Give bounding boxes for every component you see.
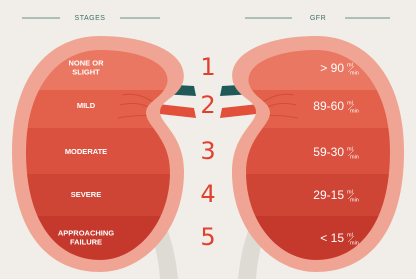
gfr-unit: min bbox=[350, 240, 359, 246]
header-right: GFR bbox=[310, 15, 326, 22]
stage-number: 5 bbox=[200, 223, 215, 251]
stage-name: SEVERE bbox=[71, 190, 101, 199]
gfr-unit: ml bbox=[347, 146, 353, 152]
gfr-unit: min bbox=[350, 70, 359, 76]
gfr-unit: ml bbox=[347, 232, 353, 238]
header-left: STAGES bbox=[75, 15, 106, 22]
gfr-unit: ml bbox=[347, 62, 353, 68]
stage-name: APPROACHING bbox=[58, 228, 114, 237]
gfr-value: 59-30 bbox=[313, 145, 344, 159]
gfr-unit: min bbox=[350, 108, 359, 114]
stage-name: NONE OR bbox=[68, 58, 104, 67]
gfr-unit: ml bbox=[347, 100, 353, 106]
gfr-unit: min bbox=[350, 154, 359, 160]
stage-name: SLIGHT bbox=[72, 67, 100, 76]
infographic: STAGES GFR 1NONE ORSLIGHT> 90mlmin2MILD8… bbox=[0, 0, 416, 279]
gfr-unit: ml bbox=[347, 189, 353, 195]
stage-number: 4 bbox=[200, 180, 215, 208]
gfr-value: 29-15 bbox=[313, 188, 344, 202]
gfr-unit: min bbox=[350, 197, 359, 203]
gfr-value: > 90 bbox=[320, 61, 344, 75]
stage-name: MODERATE bbox=[65, 147, 107, 156]
vessel bbox=[220, 104, 258, 118]
gfr-value: 89-60 bbox=[313, 99, 344, 113]
stage-number: 2 bbox=[200, 91, 215, 119]
stage-name: MILD bbox=[77, 101, 96, 110]
stage-number: 1 bbox=[200, 53, 215, 81]
stage-name: FAILURE bbox=[70, 237, 102, 246]
stage-number: 3 bbox=[200, 137, 215, 165]
gfr-value: < 15 bbox=[320, 231, 344, 245]
vessel bbox=[158, 104, 196, 118]
